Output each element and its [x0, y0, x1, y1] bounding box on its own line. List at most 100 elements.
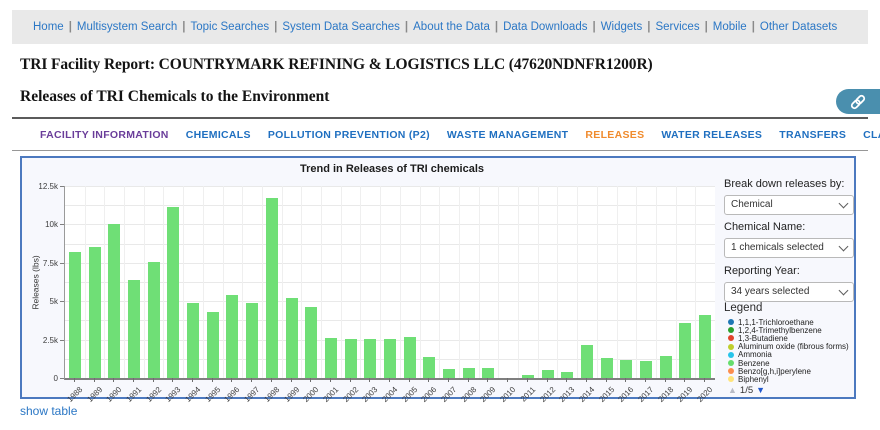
- page-title: TRI Facility Report: COUNTRYMARK REFININ…: [20, 56, 653, 74]
- grid-line: [656, 186, 657, 378]
- legend-dot-icon: [728, 376, 734, 382]
- grid-line: [163, 186, 164, 378]
- bar-1996[interactable]: [226, 295, 238, 378]
- bar-2000[interactable]: [305, 307, 317, 378]
- x-axis-label-2019: 2019: [676, 385, 695, 404]
- bar-2012[interactable]: [542, 370, 554, 378]
- bar-2001[interactable]: [325, 338, 337, 378]
- grid-line: [360, 186, 361, 378]
- nav-separator: |: [495, 21, 498, 33]
- tab-releases[interactable]: RELEASES: [585, 129, 644, 141]
- bar-2005[interactable]: [404, 337, 416, 378]
- grid-line: [380, 186, 381, 378]
- grid-line: [104, 186, 105, 378]
- nav-link-other-datasets[interactable]: Other Datasets: [760, 21, 837, 33]
- bar-1988[interactable]: [69, 252, 81, 378]
- bar-1999[interactable]: [286, 298, 298, 378]
- nav-separator: |: [182, 21, 185, 33]
- chemical-name-label: Chemical Name:: [724, 221, 805, 233]
- nav-separator: |: [405, 21, 408, 33]
- breakdown-label: Break down releases by:: [724, 178, 844, 190]
- nav-link-services[interactable]: Services: [655, 21, 699, 33]
- bar-2015[interactable]: [601, 358, 613, 378]
- bar-1992[interactable]: [148, 262, 160, 378]
- x-axis-label-2006: 2006: [420, 385, 439, 404]
- grid-line: [282, 186, 283, 378]
- x-axis-label-2004: 2004: [380, 385, 399, 404]
- tab-water-releases[interactable]: WATER RELEASES: [661, 129, 762, 141]
- bar-2004[interactable]: [384, 339, 396, 378]
- legend-dot-icon: [728, 360, 734, 366]
- nav-separator: |: [274, 21, 277, 33]
- link-icon: [849, 93, 867, 111]
- header-divider: [12, 117, 868, 119]
- bar-2008[interactable]: [463, 368, 475, 378]
- breakdown-select[interactable]: Chemical: [724, 195, 854, 215]
- grid-line: [301, 186, 302, 378]
- x-axis-label-1989: 1989: [85, 385, 104, 404]
- bar-1991[interactable]: [128, 280, 140, 378]
- bar-2013[interactable]: [561, 372, 573, 378]
- bar-2007[interactable]: [443, 369, 455, 378]
- bar-2011[interactable]: [522, 375, 534, 378]
- bar-1995[interactable]: [207, 312, 219, 378]
- nav-link-multisystem-search[interactable]: Multisystem Search: [77, 21, 177, 33]
- bar-2003[interactable]: [364, 339, 376, 378]
- grid-line: [597, 186, 598, 378]
- legend-dot-icon: [728, 319, 734, 325]
- tab-facility-information[interactable]: FACILITY INFORMATION: [40, 129, 169, 141]
- bar-2016[interactable]: [620, 360, 632, 378]
- x-axis-label-1997: 1997: [243, 385, 262, 404]
- grid-line: [518, 186, 519, 378]
- grid-line: [341, 186, 342, 378]
- nav-link-widgets[interactable]: Widgets: [601, 21, 643, 33]
- x-axis-label-2011: 2011: [519, 385, 538, 404]
- bar-2017[interactable]: [640, 361, 652, 378]
- top-nav: Home | Multisystem Search | Topic Searches | S…: [12, 10, 868, 44]
- bar-1990[interactable]: [108, 224, 120, 378]
- nav-link-home[interactable]: Home: [33, 21, 64, 33]
- page-up-icon[interactable]: ▲: [728, 386, 737, 395]
- bar-1997[interactable]: [246, 303, 258, 378]
- reporting-year-label: Reporting Year:: [724, 265, 800, 277]
- bar-2006[interactable]: [423, 357, 435, 378]
- grid-line: [183, 186, 184, 378]
- page-down-icon[interactable]: ▼: [756, 386, 765, 395]
- nav-separator: |: [705, 21, 708, 33]
- year-select[interactable]: 34 years selected: [724, 282, 854, 302]
- bar-2018[interactable]: [660, 356, 672, 378]
- x-axis-label-1993: 1993: [164, 385, 183, 404]
- tab-pollution-prevention-p2[interactable]: POLLUTION PREVENTION (P2): [268, 129, 430, 141]
- page-subtitle: Releases of TRI Chemicals to the Environ…: [20, 88, 329, 106]
- x-axis-label-1990: 1990: [105, 385, 124, 404]
- bar-2014[interactable]: [581, 345, 593, 378]
- tab-transfers[interactable]: TRANSFERS: [779, 129, 846, 141]
- tab-waste-management[interactable]: WASTE MANAGEMENT: [447, 129, 568, 141]
- bar-2019[interactable]: [679, 323, 691, 378]
- tab-divider: [12, 150, 868, 151]
- chemical-select[interactable]: 1 chemicals selected: [724, 238, 854, 258]
- bar-1998[interactable]: [266, 198, 278, 378]
- tri-facility-report-page: Home | Multisystem Search | Topic Searches | S…: [0, 0, 880, 430]
- nav-separator: |: [592, 21, 595, 33]
- tab-classic-view[interactable]: CLASSIC VIEW: [863, 129, 880, 141]
- nav-link-system-data-searches[interactable]: System Data Searches: [282, 21, 400, 33]
- bar-2009[interactable]: [482, 368, 494, 378]
- nav-link-mobile[interactable]: Mobile: [713, 21, 747, 33]
- show-table-link[interactable]: show table: [20, 404, 77, 418]
- share-button[interactable]: [836, 89, 880, 114]
- legend-pagination: ▲ 1/5 ▼: [728, 385, 765, 396]
- bar-1993[interactable]: [167, 207, 179, 378]
- nav-link-about-the-data[interactable]: About the Data: [413, 21, 490, 33]
- legend-dot-icon: [728, 368, 734, 374]
- nav-link-data-downloads[interactable]: Data Downloads: [503, 21, 587, 33]
- x-axis-label-2009: 2009: [479, 385, 498, 404]
- grid-line: [617, 186, 618, 378]
- bar-2002[interactable]: [345, 339, 357, 378]
- bar-2020[interactable]: [699, 315, 711, 378]
- bar-1994[interactable]: [187, 303, 199, 378]
- tab-chemicals[interactable]: CHEMICALS: [186, 129, 251, 141]
- bar-1989[interactable]: [89, 247, 101, 378]
- nav-link-topic-searches[interactable]: Topic Searches: [190, 21, 269, 33]
- legend-dot-icon: [728, 344, 734, 350]
